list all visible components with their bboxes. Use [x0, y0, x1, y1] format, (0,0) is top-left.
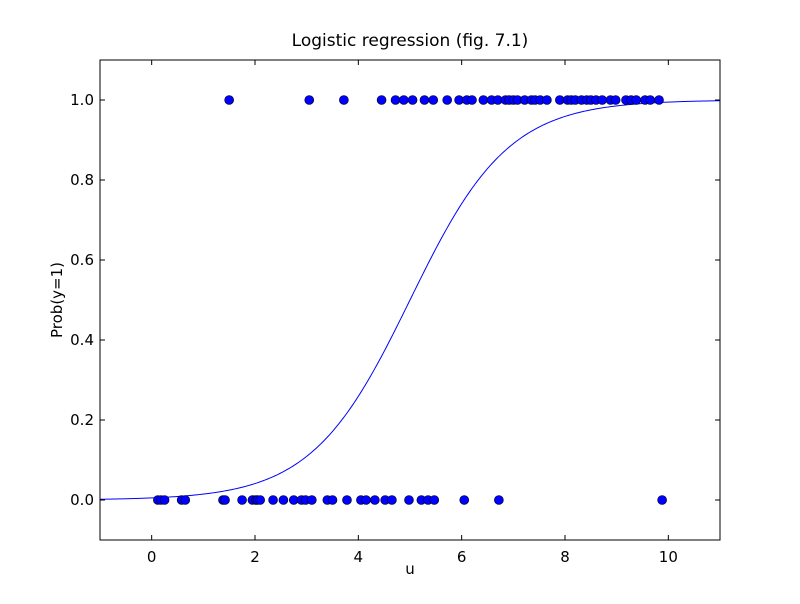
x-axis-label: u	[405, 560, 415, 578]
x-tick-label: 10	[659, 548, 678, 566]
data-point	[159, 495, 170, 505]
data-point	[542, 95, 552, 105]
y-tick-label: 0.6	[70, 251, 94, 269]
data-point	[387, 495, 397, 505]
x-tick-label: 4	[354, 548, 364, 566]
data-point	[404, 495, 414, 505]
data-point	[398, 95, 409, 105]
plot-frame	[99, 59, 721, 541]
x-tick-label: 2	[250, 548, 260, 566]
data-point	[467, 95, 477, 105]
data-point	[459, 495, 470, 505]
data-point	[429, 495, 440, 505]
data-point	[361, 495, 371, 505]
data-point	[428, 95, 439, 105]
x-tick-label: 6	[457, 548, 467, 566]
y-axis-label: Prob(y=1)	[48, 262, 66, 338]
data-point	[224, 95, 234, 105]
y-tick-label: 0.2	[70, 411, 94, 429]
y-tick-label: 0.0	[70, 491, 94, 509]
data-point	[478, 95, 489, 105]
x-tick-label: 0	[147, 548, 157, 566]
data-point	[597, 95, 608, 105]
y-tick-label: 0.4	[70, 331, 94, 349]
data-point	[307, 495, 317, 505]
data-point	[327, 495, 338, 505]
data-point	[376, 95, 387, 105]
y-tick-label: 1.0	[70, 91, 94, 109]
data-point	[268, 495, 278, 505]
logistic-curve	[99, 100, 721, 500]
data-point	[237, 495, 247, 505]
chart-title: Logistic regression (fig. 7.1)	[292, 31, 529, 51]
data-point	[370, 495, 380, 505]
data-point	[610, 95, 621, 105]
y-ticks: 0.0 0.2 0.4 0.6 0.8 1.0	[70, 91, 720, 509]
data-point	[390, 95, 401, 105]
data-point	[180, 495, 191, 505]
data-point	[339, 95, 349, 105]
data-point	[255, 495, 265, 505]
data-point	[631, 95, 642, 105]
data-point	[657, 495, 667, 505]
data-point	[278, 495, 289, 505]
y-tick-label: 0.8	[70, 171, 94, 189]
curve-layer	[99, 100, 721, 500]
data-point	[342, 495, 352, 505]
data-point	[304, 95, 315, 105]
data-point	[654, 95, 664, 105]
data-point	[494, 495, 504, 505]
data-point	[419, 95, 430, 105]
x-tick-label: 8	[560, 548, 570, 566]
points-layer	[153, 95, 667, 505]
x-ticks: 0 2 4 6 8 10	[147, 60, 678, 566]
data-point	[442, 95, 453, 105]
data-point	[220, 495, 230, 505]
data-point	[407, 95, 418, 105]
data-point	[645, 95, 656, 105]
